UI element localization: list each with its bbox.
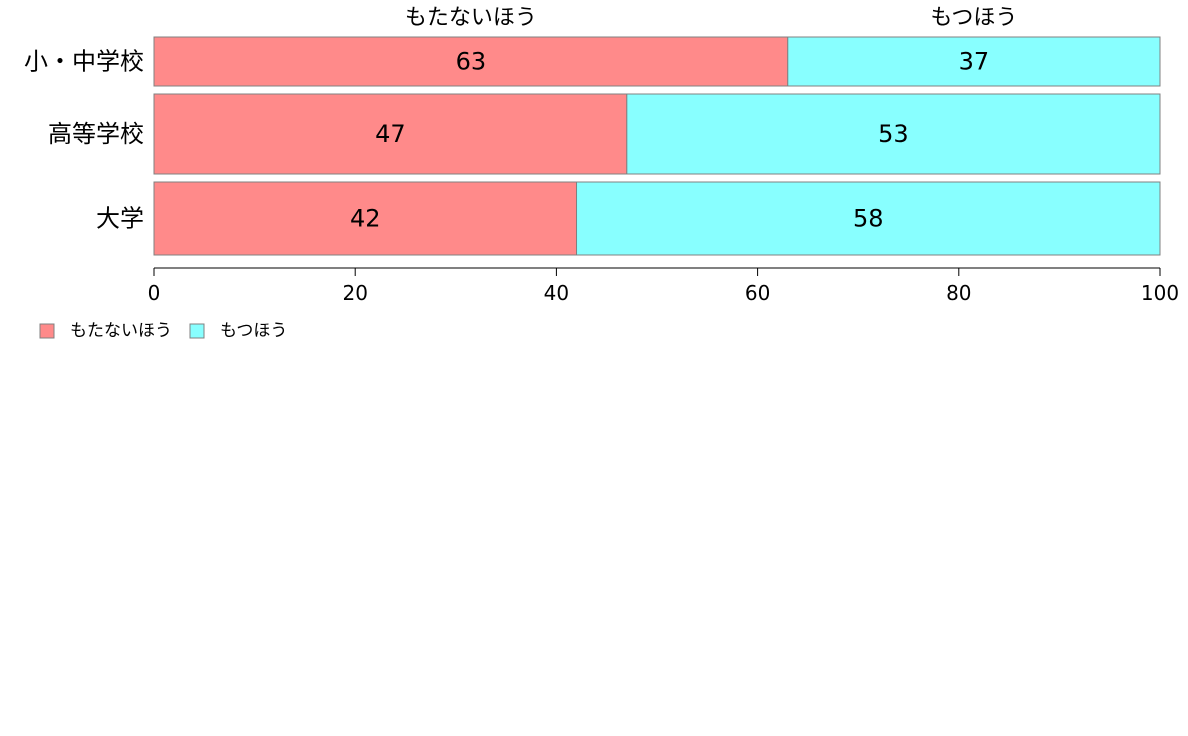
data-label: 58 — [853, 205, 884, 233]
x-axis: 0 20 40 60 80 100 — [148, 267, 1179, 305]
bar-segment-series-0-category-0 — [153, 36, 789, 87]
data-label: 37 — [959, 48, 990, 76]
x-tick-label: 60 — [745, 281, 770, 305]
x-tick-label: 0 — [148, 281, 161, 305]
legend-swatch — [189, 323, 205, 339]
category-label: 大学 — [96, 205, 144, 233]
legend-label: もつほう — [220, 321, 287, 341]
x-tick-label: 80 — [946, 281, 971, 305]
segment-header: もつほう — [930, 6, 1017, 31]
category-label: 小・中学校 — [24, 48, 144, 76]
data-label: 53 — [878, 120, 909, 148]
x-tick-label: 100 — [1141, 281, 1179, 305]
legend: もたないほう もつほう — [39, 321, 287, 341]
bar-segment-series-1-category-2 — [576, 181, 1161, 256]
bars: 小・中学校 63 37 高等学校 47 53 大学 42 58 — [24, 36, 1161, 256]
bar-segment-series-1-category-0 — [787, 36, 1161, 87]
data-label: 47 — [375, 120, 406, 148]
bar-segment-series-0-category-1 — [153, 93, 628, 175]
data-label: 42 — [350, 205, 381, 233]
legend-label: もたないほう — [70, 321, 172, 341]
bar-segment-series-0-category-2 — [153, 181, 578, 256]
data-label: 63 — [456, 48, 487, 76]
segment-headers: もたないほう もつほう — [405, 6, 1018, 31]
legend-swatch — [39, 323, 55, 339]
x-tick-label: 20 — [342, 281, 367, 305]
bar-segment-series-1-category-1 — [626, 93, 1161, 175]
segment-header: もたないほう — [405, 6, 537, 31]
x-tick-label: 40 — [544, 281, 569, 305]
category-label: 高等学校 — [48, 120, 144, 148]
